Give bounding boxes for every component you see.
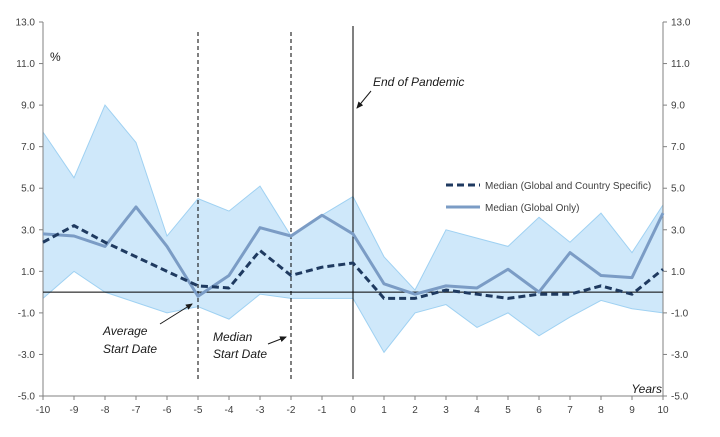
y-tick-label-left: -5.0 — [18, 392, 36, 403]
x-tick-label: 8 — [598, 405, 604, 416]
x-tick-label: 10 — [657, 405, 669, 416]
annotation-average-start-label-1: Average — [102, 324, 148, 338]
x-tick-label: 0 — [350, 405, 356, 416]
x-tick-label: 7 — [567, 405, 573, 416]
x-tick-label: 6 — [536, 405, 542, 416]
annotation-end-of-pandemic: End of Pandemic — [373, 75, 464, 89]
x-axis-label: Years — [631, 382, 662, 396]
legend: Median (Global and Country Specific) Med… — [446, 181, 651, 214]
annotation-average-start-label-2: Start Date — [103, 342, 157, 356]
y-tick-label-left: 1.0 — [21, 267, 35, 278]
y-tick-label-right: -1.0 — [671, 308, 689, 319]
x-tick-label: -4 — [225, 405, 234, 416]
y-tick-label-right: 5.0 — [671, 184, 685, 195]
x-tick-label: -6 — [163, 405, 172, 416]
x-tick-label: 1 — [381, 405, 387, 416]
x-tick-label: 9 — [629, 405, 635, 416]
x-tick-label: -7 — [132, 405, 141, 416]
x-tick-label: 4 — [474, 405, 480, 416]
y-tick-label-left: -1.0 — [18, 308, 36, 319]
annotation-median-start-label-2: Start Date — [213, 347, 267, 361]
y-axis-label: % — [50, 50, 61, 64]
y-tick-label-right: -5.0 — [671, 392, 689, 403]
legend-label-global-and-country: Median (Global and Country Specific) — [485, 181, 651, 192]
y-tick-label-left: -3.0 — [18, 350, 36, 361]
x-tick-label: -1 — [318, 405, 327, 416]
x-tick-label: -10 — [36, 405, 51, 416]
y-tick-label-left: 5.0 — [21, 184, 35, 195]
y-tick-label-right: 7.0 — [671, 142, 685, 153]
x-tick-label: -2 — [287, 405, 296, 416]
x-tick-label: 2 — [412, 405, 418, 416]
y-tick-label-left: 7.0 — [21, 142, 35, 153]
y-tick-label-left: 13.0 — [16, 18, 36, 29]
legend-label-global-only: Median (Global Only) — [485, 203, 579, 214]
y-tick-label-right: 13.0 — [671, 18, 691, 29]
x-tick-label: -3 — [256, 405, 265, 416]
y-tick-label-right: -3.0 — [671, 350, 689, 361]
y-tick-label-right: 9.0 — [671, 101, 685, 112]
y-tick-label-right: 3.0 — [671, 225, 685, 236]
y-tick-label-left: 3.0 — [21, 225, 35, 236]
series-line-global-only — [42, 205, 665, 298]
y-tick-label-left: 11.0 — [16, 59, 35, 70]
annotation-median-start-arrow — [267, 336, 287, 345]
annotation-end-of-pandemic-arrow — [356, 90, 372, 109]
annotation-average-start-arrow — [159, 303, 193, 325]
y-tick-label-left: 9.0 — [21, 101, 35, 112]
x-tick-label: -9 — [70, 405, 79, 416]
x-tick-label: -5 — [194, 405, 203, 416]
series-line-global-and-country — [42, 224, 664, 300]
y-tick-label-right: 11.0 — [671, 59, 690, 70]
x-tick-label: 5 — [505, 405, 511, 416]
x-tick-label: -8 — [101, 405, 110, 416]
reference-lines — [197, 26, 354, 379]
axes: -5.0 -5.0 -3.0 -3.0 -1.0 -1.0 1.0 1.0 3.0 3.0 5.0 5… — [16, 18, 691, 417]
y-tick-label-right: 1.0 — [671, 267, 685, 278]
annotation-median-start-label-1: Median — [213, 330, 253, 344]
series-lines — [42, 205, 665, 300]
x-tick-label: 3 — [443, 405, 449, 416]
